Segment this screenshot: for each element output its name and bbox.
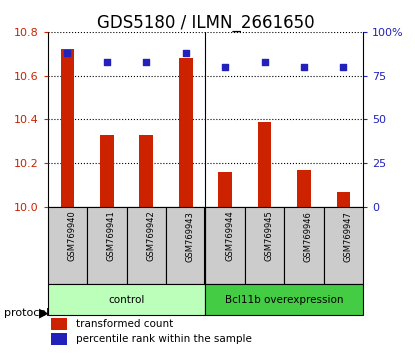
Bar	[51, 318, 67, 330]
Text: ▶: ▶	[39, 307, 49, 320]
Bar	[48, 207, 87, 284]
Text: GSM769945: GSM769945	[265, 211, 273, 262]
Bar	[48, 284, 205, 315]
Point	[104, 59, 110, 64]
Text: GSM769947: GSM769947	[344, 211, 352, 262]
Bar	[127, 207, 166, 284]
Text: GSM769946: GSM769946	[304, 211, 313, 262]
Point	[222, 64, 229, 70]
Bar	[100, 135, 114, 207]
Bar	[258, 121, 271, 207]
Bar	[297, 170, 311, 207]
Text: control: control	[108, 295, 145, 305]
Point	[300, 64, 307, 70]
Bar	[87, 207, 127, 284]
Text: transformed count: transformed count	[76, 319, 173, 329]
Bar	[205, 284, 363, 315]
Point	[340, 64, 347, 70]
Point	[64, 50, 71, 56]
Point	[261, 59, 268, 64]
Bar	[218, 172, 232, 207]
Text: GSM769941: GSM769941	[107, 211, 116, 262]
Text: percentile rank within the sample: percentile rank within the sample	[76, 335, 252, 344]
Bar	[139, 135, 153, 207]
Title: GDS5180 / ILMN_2661650: GDS5180 / ILMN_2661650	[97, 14, 314, 32]
Bar	[284, 207, 324, 284]
Point	[143, 59, 150, 64]
Text: Bcl11b overexpression: Bcl11b overexpression	[225, 295, 344, 305]
Bar	[166, 207, 205, 284]
Text: GSM769940: GSM769940	[67, 211, 76, 262]
Text: GSM769943: GSM769943	[186, 211, 195, 262]
Text: GSM769944: GSM769944	[225, 211, 234, 262]
Text: GSM769942: GSM769942	[146, 211, 155, 262]
Point	[183, 50, 189, 56]
Text: protocol: protocol	[4, 308, 49, 318]
Bar	[61, 49, 74, 207]
Bar	[245, 207, 284, 284]
Bar	[205, 207, 245, 284]
Bar	[51, 333, 67, 346]
Bar	[324, 207, 363, 284]
Bar	[179, 58, 193, 207]
Bar	[337, 192, 350, 207]
